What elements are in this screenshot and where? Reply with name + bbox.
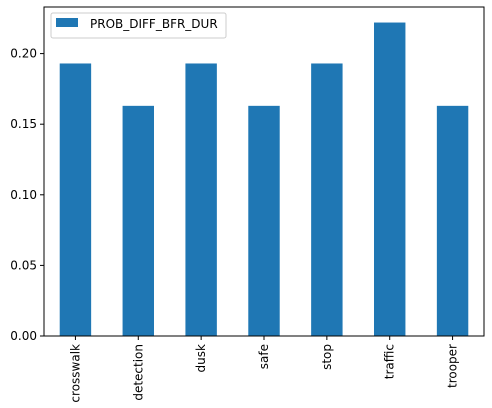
y-tick-label: 0.20 (10, 47, 37, 61)
bar-stop (311, 63, 343, 337)
bar-trooper (436, 105, 469, 336)
y-axis: 0.00 0.05 0.10 0.15 0.20 (10, 47, 44, 343)
bar-crosswalk (59, 63, 92, 337)
y-tick-label: 0.00 (10, 329, 37, 343)
y-tick-label: 0.05 (10, 258, 37, 272)
x-axis: crosswalk detection dusk safe stop traffic tro… (68, 336, 460, 403)
x-tick-label-trooper: trooper (446, 344, 460, 388)
legend: PROB_DIFF_BFR_DUR (50, 12, 227, 39)
legend-box (50, 12, 227, 39)
legend-label: PROB_DIFF_BFR_DUR (90, 17, 218, 31)
bar-traffic (374, 22, 406, 336)
bar-detection (122, 105, 154, 336)
x-tick-label-dusk: dusk (194, 344, 208, 372)
bar-dusk (185, 63, 217, 337)
x-tick-label-traffic: traffic (383, 344, 397, 379)
bar-safe (248, 105, 280, 336)
x-tick-label-safe: safe (257, 344, 271, 369)
x-tick-label-crosswalk: crosswalk (68, 344, 82, 403)
x-tick-label-stop: stop (320, 344, 334, 370)
plot-frame (43, 6, 485, 337)
legend-swatch (56, 18, 78, 27)
bars-group (59, 22, 469, 337)
y-tick-label: 0.10 (10, 188, 37, 202)
y-tick-label: 0.15 (10, 117, 37, 131)
x-tick-label-detection: detection (131, 344, 145, 401)
